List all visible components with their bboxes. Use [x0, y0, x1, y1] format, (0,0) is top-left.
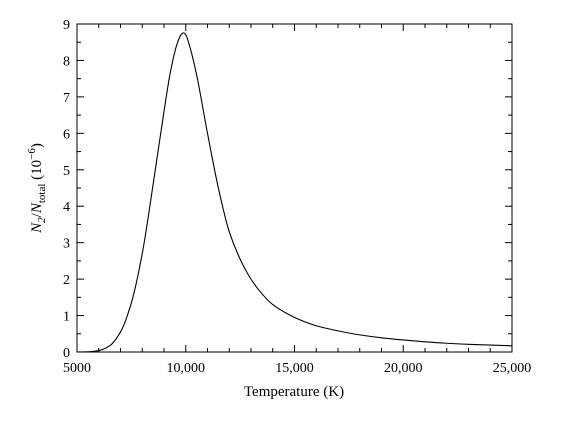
y-tick-labels: 0 1 2 3 4 5 6 7 8 9 — [63, 18, 70, 361]
x-axis-title: Temperature (K) — [244, 384, 344, 400]
x-tick-label: 5000 — [63, 361, 91, 376]
y-tick-label: 7 — [63, 91, 70, 106]
x-tick-label: 25,000 — [493, 361, 532, 376]
y-title-ntotal: N — [29, 202, 45, 214]
y-title-n2-sub: 2 — [36, 217, 48, 223]
y-title-slash: / — [29, 212, 45, 217]
y-tick-label: 3 — [63, 237, 70, 252]
y-tick-label: 8 — [63, 54, 70, 69]
y-axis-title: N2/Ntotal (10−6) — [26, 143, 48, 234]
y-title-scale-exp: −6 — [26, 148, 38, 160]
series-line — [76, 32, 513, 353]
x-tick-labels: 5000 10,000 15,000 20,000 25,000 — [63, 361, 531, 376]
plot-frame — [76, 23, 513, 353]
y-title-n2: N — [29, 222, 45, 234]
y-title-scale-open: (10 — [29, 160, 45, 184]
axis-ticks — [76, 23, 513, 353]
y-tick-label: 1 — [63, 310, 70, 325]
y-tick-label: 6 — [63, 127, 70, 142]
y-tick-label: 0 — [63, 346, 70, 361]
y-tick-label: 5 — [63, 164, 70, 179]
y-title-ntotal-sub: total — [36, 184, 48, 204]
x-tick-label: 15,000 — [275, 361, 314, 376]
y-title-scale-close: ) — [29, 143, 45, 148]
y-tick-label: 9 — [63, 18, 70, 33]
y-tick-label: 2 — [63, 273, 70, 288]
x-tick-label: 10,000 — [167, 361, 206, 376]
y-tick-label: 4 — [63, 200, 70, 215]
x-tick-label: 20,000 — [384, 361, 423, 376]
